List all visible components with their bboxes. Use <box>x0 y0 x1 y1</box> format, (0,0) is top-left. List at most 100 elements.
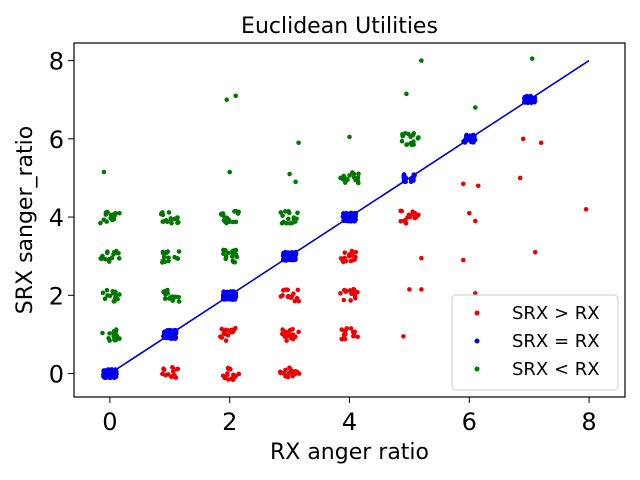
data-point <box>407 287 412 292</box>
data-point <box>419 58 424 63</box>
data-point <box>460 257 466 263</box>
chart-title: Euclidean Utilities <box>241 14 438 39</box>
data-point <box>403 179 408 184</box>
data-point <box>278 294 284 299</box>
data-point <box>293 179 298 185</box>
data-point <box>226 217 232 223</box>
data-point <box>517 175 523 181</box>
data-point <box>158 211 164 217</box>
data-point <box>280 331 285 337</box>
data-point <box>283 329 289 335</box>
data-point <box>102 296 108 302</box>
data-point <box>346 218 352 224</box>
series-3 <box>98 56 535 343</box>
data-point <box>231 248 237 253</box>
data-point <box>277 369 283 375</box>
data-point <box>289 333 294 339</box>
x-tick-label: 0 <box>102 408 117 436</box>
data-point <box>528 97 534 103</box>
data-point <box>228 290 234 295</box>
data-point <box>112 213 117 219</box>
data-point <box>104 287 110 293</box>
data-point <box>532 249 538 255</box>
y-tick-label: 0 <box>49 361 64 389</box>
data-point <box>472 218 478 224</box>
data-point <box>166 255 171 261</box>
x-axis-label: RX anger ratio <box>270 440 429 465</box>
data-point <box>283 250 288 256</box>
data-point <box>290 372 295 378</box>
data-point <box>284 338 289 343</box>
data-point <box>466 210 472 216</box>
data-point <box>398 219 404 224</box>
data-point <box>230 251 235 257</box>
legend-marker <box>474 366 480 372</box>
data-point <box>176 299 182 304</box>
data-point <box>407 214 413 220</box>
data-point <box>161 254 167 260</box>
data-point <box>113 337 118 343</box>
data-point <box>289 256 295 261</box>
legend-label: SRX = RX <box>512 331 600 352</box>
data-point <box>225 250 231 256</box>
data-point <box>296 371 302 376</box>
data-point <box>221 218 227 223</box>
data-point <box>472 133 477 139</box>
data-point <box>293 334 298 339</box>
data-point <box>463 139 468 144</box>
data-point <box>293 368 298 374</box>
plot-frame <box>73 42 626 398</box>
data-point <box>228 293 234 299</box>
data-point <box>472 105 478 110</box>
data-point <box>342 250 348 255</box>
data-point <box>168 328 173 333</box>
data-point <box>162 289 167 294</box>
data-point <box>355 334 360 340</box>
data-point <box>286 216 291 222</box>
data-point <box>104 250 110 256</box>
y-tick-label: 6 <box>49 126 64 154</box>
data-point <box>279 221 285 226</box>
data-point <box>472 137 478 143</box>
data-point <box>343 258 349 264</box>
data-point <box>176 294 181 300</box>
data-point <box>295 210 300 216</box>
series-1 <box>160 136 589 383</box>
data-point <box>161 367 167 373</box>
data-point <box>404 142 410 147</box>
legend-marker <box>474 310 480 316</box>
data-point <box>161 335 167 340</box>
data-point <box>408 134 413 140</box>
data-point <box>520 136 526 142</box>
data-point <box>101 169 107 175</box>
data-point <box>521 99 527 105</box>
data-point <box>348 326 354 331</box>
y-tick-label: 2 <box>49 282 64 310</box>
data-point <box>350 170 355 175</box>
data-point <box>223 296 229 301</box>
plot-area <box>98 56 590 383</box>
data-point <box>107 331 112 336</box>
data-point <box>287 365 292 371</box>
data-point <box>160 249 166 255</box>
data-point <box>111 329 117 334</box>
data-point <box>460 181 466 187</box>
data-point <box>415 136 421 141</box>
data-point <box>475 183 481 189</box>
data-point <box>289 368 295 374</box>
data-point <box>338 291 343 296</box>
data-point <box>348 253 354 258</box>
x-tick-label: 6 <box>462 408 477 436</box>
data-point <box>295 287 301 293</box>
data-point <box>287 171 292 177</box>
data-point <box>287 328 293 333</box>
data-point <box>356 171 361 177</box>
data-point <box>232 209 237 214</box>
data-point <box>117 210 122 216</box>
data-point <box>233 325 238 331</box>
data-point <box>281 370 287 376</box>
data-point <box>296 140 301 146</box>
data-point <box>472 291 478 296</box>
data-point <box>233 219 239 225</box>
data-point <box>220 211 226 216</box>
